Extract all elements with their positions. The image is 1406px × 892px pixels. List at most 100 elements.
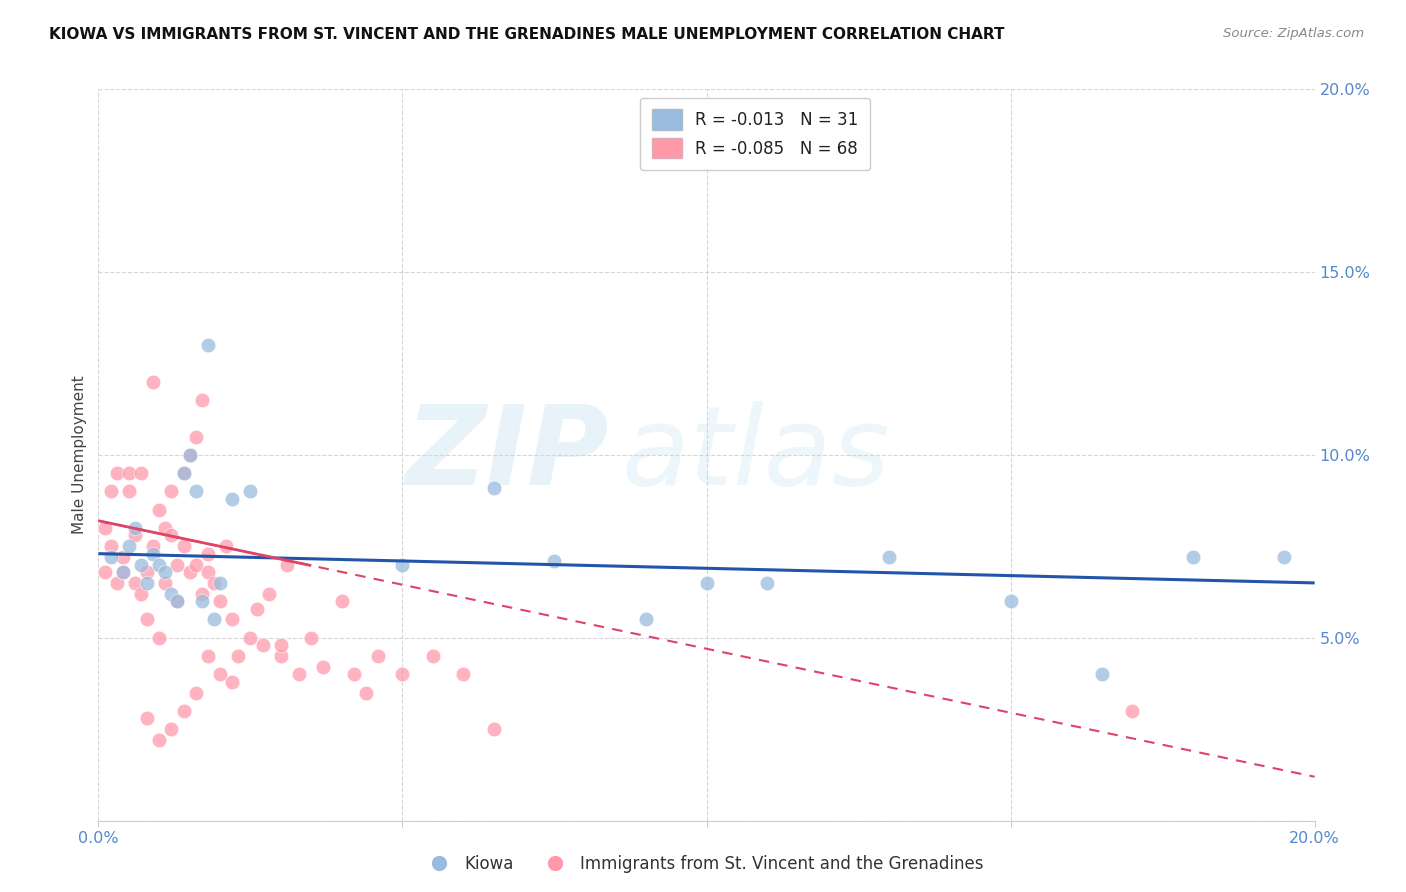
Point (391, 558, 413, 572)
Point (696, 576, 718, 591)
Point (111, 550, 134, 565)
Point (1091, 667, 1114, 681)
Point (166, 594, 188, 608)
Point (226, 649, 249, 664)
Point (184, 484, 207, 499)
Y-axis label: Male Unemployment: Male Unemployment (72, 376, 87, 534)
Point (202, 613, 225, 627)
Point (367, 649, 389, 664)
Point (330, 594, 353, 608)
Point (197, 565, 219, 579)
Point (173, 466, 195, 480)
Point (111, 565, 134, 579)
Point (191, 594, 214, 608)
Point (173, 539, 195, 553)
Point (634, 613, 657, 627)
Point (453, 667, 475, 681)
Point (288, 667, 311, 681)
Point (343, 667, 366, 681)
Point (221, 674, 243, 689)
Point (877, 550, 900, 565)
Point (155, 521, 177, 535)
Point (93, 521, 115, 535)
Point (276, 558, 298, 572)
Point (202, 576, 225, 591)
Point (160, 484, 183, 499)
Point (221, 491, 243, 506)
Text: ZIP: ZIP (406, 401, 609, 508)
Point (179, 448, 201, 462)
Point (221, 613, 243, 627)
Point (312, 660, 335, 674)
Legend: R = -0.013   N = 31, R = -0.085   N = 68: R = -0.013 N = 31, R = -0.085 N = 68 (640, 97, 870, 169)
Point (184, 558, 207, 572)
Point (124, 576, 146, 591)
Point (173, 466, 195, 480)
Point (270, 638, 292, 652)
Point (1182, 550, 1205, 565)
Point (105, 466, 128, 480)
Point (209, 667, 232, 681)
Point (191, 587, 214, 601)
Point (142, 539, 165, 553)
Point (129, 587, 152, 601)
Point (118, 484, 141, 499)
Point (252, 638, 274, 652)
Point (422, 649, 444, 664)
Point (118, 539, 141, 553)
Point (239, 631, 262, 645)
Point (93, 565, 115, 579)
Point (148, 733, 170, 747)
Point (118, 466, 141, 480)
Point (179, 448, 201, 462)
Point (166, 594, 188, 608)
Point (197, 547, 219, 561)
Point (1121, 704, 1143, 718)
Point (245, 601, 267, 615)
Point (100, 539, 122, 553)
Text: atlas: atlas (621, 401, 890, 508)
Point (160, 528, 183, 542)
Point (184, 430, 207, 444)
Point (136, 576, 159, 591)
Point (173, 704, 195, 718)
Point (136, 613, 159, 627)
Point (257, 587, 280, 601)
Point (299, 631, 322, 645)
Point (1000, 594, 1022, 608)
Point (100, 484, 122, 499)
Point (756, 576, 779, 591)
Point (155, 576, 177, 591)
Point (179, 565, 201, 579)
Point (184, 686, 207, 700)
Point (1272, 550, 1295, 565)
Point (124, 528, 146, 542)
Point (148, 558, 170, 572)
Point (215, 539, 238, 553)
Point (160, 587, 183, 601)
Point (166, 558, 188, 572)
Point (148, 631, 170, 645)
Point (142, 547, 165, 561)
Point (129, 558, 152, 572)
Point (111, 565, 134, 579)
Point (136, 565, 159, 579)
Point (148, 503, 170, 517)
Point (209, 576, 232, 591)
Point (124, 521, 146, 535)
Point (197, 649, 219, 664)
Point (239, 484, 262, 499)
Point (197, 338, 219, 352)
Point (391, 667, 413, 681)
Legend: Kiowa, Immigrants from St. Vincent and the Grenadines: Kiowa, Immigrants from St. Vincent and t… (416, 848, 990, 880)
Point (142, 375, 165, 389)
Text: KIOWA VS IMMIGRANTS FROM ST. VINCENT AND THE GRENADINES MALE UNEMPLOYMENT CORREL: KIOWA VS IMMIGRANTS FROM ST. VINCENT AND… (49, 27, 1005, 42)
Point (270, 649, 292, 664)
Point (160, 723, 183, 737)
Point (354, 686, 377, 700)
Point (191, 392, 214, 407)
Point (136, 711, 159, 725)
Point (129, 466, 152, 480)
Point (105, 576, 128, 591)
Point (543, 554, 565, 568)
